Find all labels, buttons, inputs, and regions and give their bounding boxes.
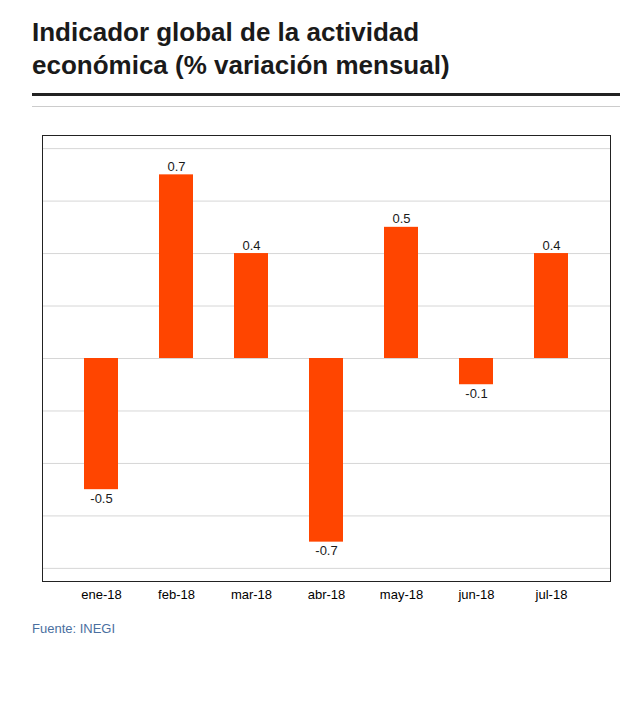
svg-text:0.4: 0.4 — [542, 238, 560, 253]
svg-text:may-18: may-18 — [380, 587, 423, 602]
svg-text:0.5: 0.5 — [392, 211, 410, 226]
html-text:Fuente: INEGI: Fuente: INEGI — [32, 621, 116, 636]
svg-text:-0.5: -0.5 — [90, 491, 112, 506]
svg-text:ene-18: ene-18 — [81, 587, 121, 602]
svg-text:jul-18: jul-18 — [535, 587, 568, 602]
html-text:económica (% variación mensual: económica (% variación mensual) — [32, 49, 450, 80]
html-text:Indicador global de la activid: Indicador global de la actividad — [32, 17, 420, 47]
svg-text:0.7: 0.7 — [167, 159, 185, 174]
svg-text:-0.1: -0.1 — [465, 386, 487, 401]
svg-text:mar-18: mar-18 — [231, 587, 272, 602]
svg-text:0.4: 0.4 — [242, 238, 260, 253]
svg-text:abr-18: abr-18 — [308, 587, 346, 602]
svg-text:jun-18: jun-18 — [457, 587, 494, 602]
svg-text:-0.7: -0.7 — [315, 543, 337, 558]
svg-text:feb-18: feb-18 — [158, 587, 195, 602]
